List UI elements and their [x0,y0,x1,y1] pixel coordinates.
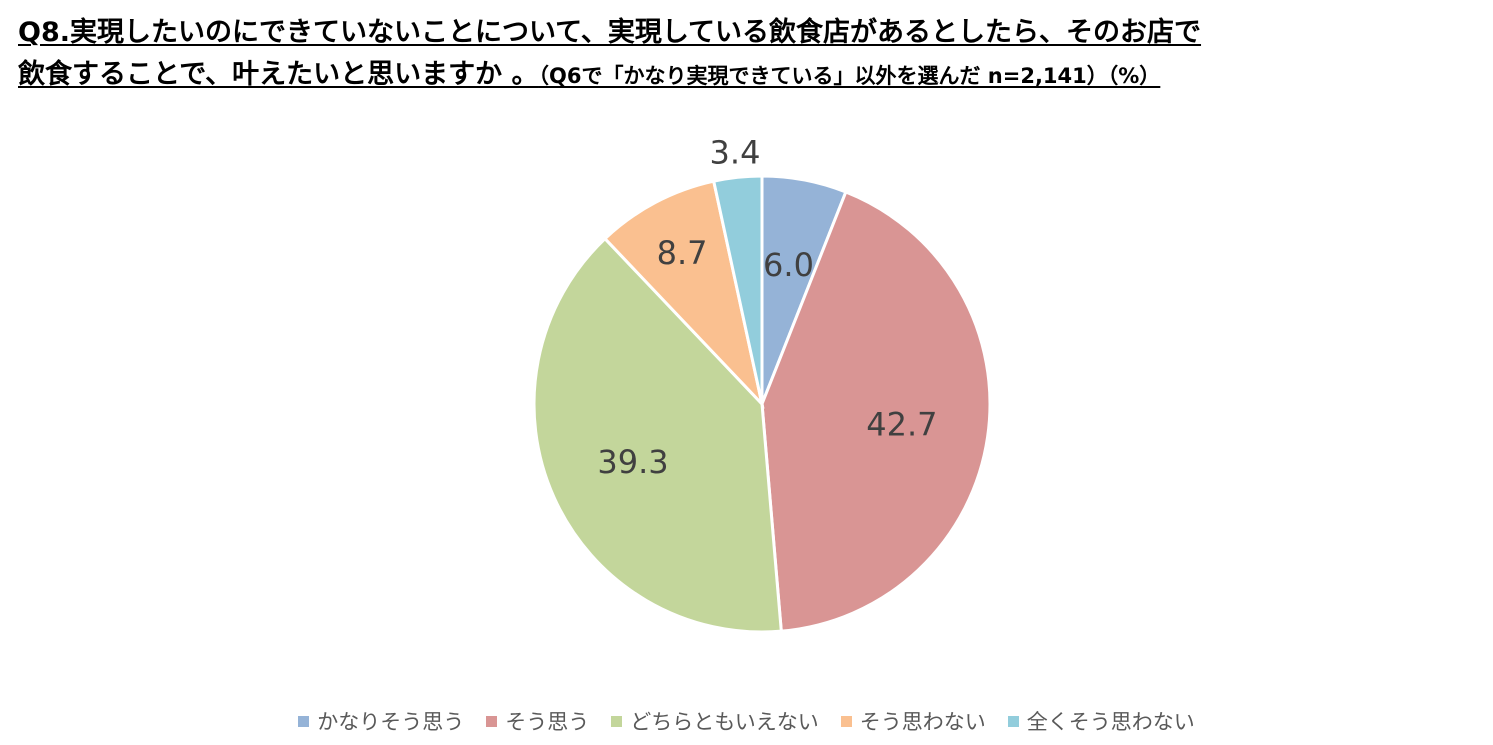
data-label-1: 6.0 [763,246,814,284]
pie-slice-5 [711,174,764,405]
data-label-4: 8.7 [657,234,708,272]
pie-slice-3 [532,236,783,634]
legend-swatch-icon [1007,715,1019,727]
legend-item-3: どちらともいえない [611,706,819,736]
title-main: 飲食することで、叶えたいと思いますか 。 [18,59,539,90]
title-line-2: 飲食することで、叶えたいと思いますか 。（Q6で「かなり実現できている」以外を選… [18,56,1478,95]
legend-swatch-icon [840,715,852,727]
legend-label: そう思わない [859,710,986,734]
legend-item-2: そう思う [486,706,589,736]
data-label-5: 3.4 [710,133,761,171]
legend-item-5: 全くそう思わない [1007,706,1195,736]
legend-swatch-icon [298,715,310,727]
pie-chart-area: 6.0 42.7 39.3 8.7 3.4 [0,100,1493,700]
legend-label: かなりそう思う [317,710,465,734]
title-subtitle: （Q6で「かなり実現できている」以外を選んだ n=2,141）（%） [538,64,1161,88]
legend-label: どちらともいえない [630,710,819,734]
data-label-3: 39.3 [597,443,668,481]
legend-label: そう思う [505,710,590,734]
legend-item-1: かなりそう思う [298,706,464,736]
title-line-1: Q8.実現したいのにできていないことについて、実現している飲食店があるとしたら、… [18,17,1202,48]
pie-slice-4 [602,179,765,409]
legend-label: 全くそう思わない [1026,710,1195,734]
pie-slice-2 [760,190,992,633]
chart-title: Q8.実現したいのにできていないことについて、実現している飲食店があるとしたら、… [18,14,1478,95]
legend-swatch-icon [611,715,623,727]
legend-item-4: そう思わない [840,706,986,736]
pie-chart: 6.0 42.7 39.3 8.7 3.4 [532,133,992,634]
legend-swatch-icon [486,715,498,727]
data-label-2: 42.7 [866,406,937,444]
chart-legend: かなりそう思う そう思う どちらともいえない そう思わない 全くそう思わない [0,706,1493,736]
